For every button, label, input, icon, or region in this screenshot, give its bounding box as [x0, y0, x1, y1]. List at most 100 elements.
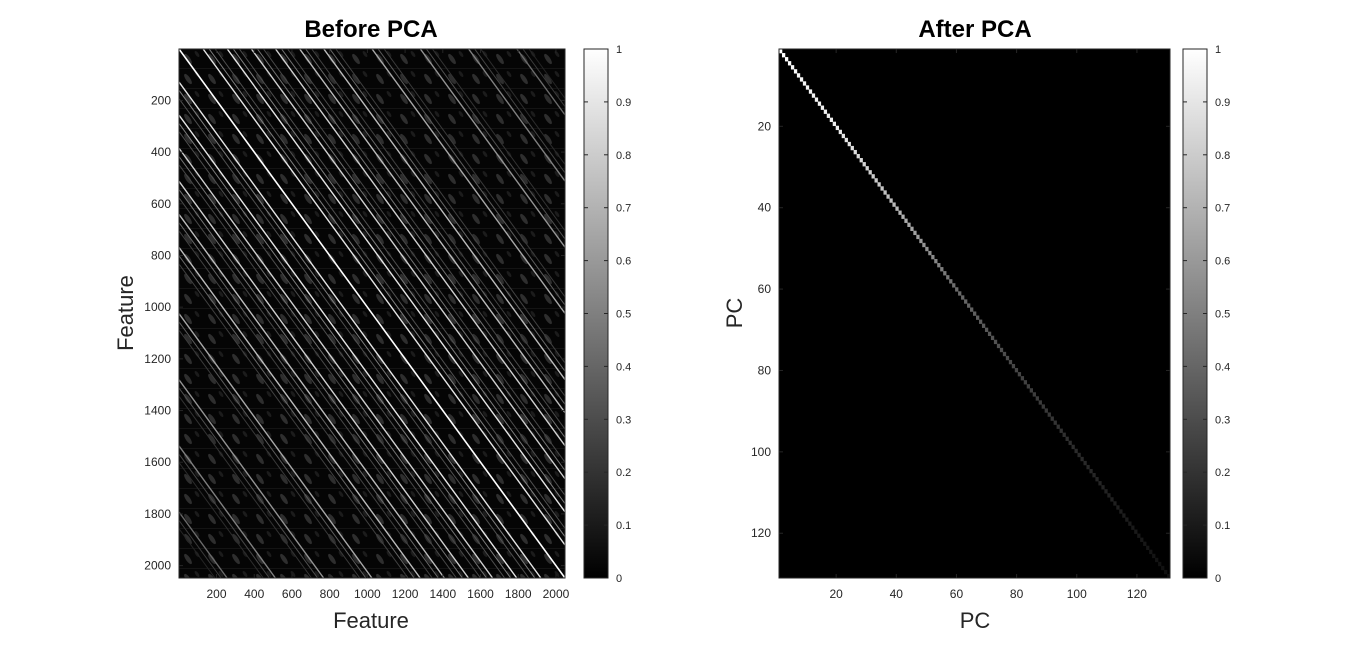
heatmap-cell: [967, 303, 971, 308]
heatmap-stripe: [522, 49, 565, 107]
heatmap-cell: [835, 125, 839, 131]
heatmap-cell: [793, 69, 798, 74]
chart-title: Before PCA: [304, 16, 437, 43]
heatmap-cell: [919, 238, 923, 244]
heatmap-stripe: [179, 396, 312, 578]
heatmap-cell: [1152, 553, 1156, 559]
heatmap-cell: [1038, 400, 1042, 405]
heatmap-cell: [970, 307, 974, 312]
heatmap-cell: [1095, 477, 1099, 482]
heatmap-cell: [781, 53, 786, 58]
y-tick-label: 200: [151, 93, 171, 107]
heatmap-cell: [1146, 545, 1150, 551]
heatmap-stripe: [179, 379, 325, 578]
x-tick-label: 40: [890, 587, 904, 601]
heatmap-cell: [1164, 569, 1168, 575]
heatmap-cell: [1143, 541, 1147, 546]
heatmap-cell: [975, 315, 980, 320]
heatmap-cell: [1074, 448, 1078, 454]
heatmap-stripe: [179, 180, 470, 578]
heatmap-cell: [1167, 573, 1171, 579]
colorbar-tick-label: 0.6: [1215, 256, 1230, 268]
heatmap-cell: [1080, 456, 1084, 462]
chart-title: After PCA: [918, 16, 1031, 43]
heatmap-cell: [1083, 460, 1087, 466]
heatmap-stripe: [179, 528, 216, 578]
heatmap-cell: [1047, 412, 1051, 417]
axes-box: [778, 48, 1171, 579]
heatmap-stripe: [179, 445, 276, 578]
heatmap-cell: [1113, 501, 1117, 506]
heatmap-cell: [853, 149, 857, 155]
heatmap-cell: [1077, 452, 1081, 458]
heatmap-stripe: [383, 49, 565, 298]
heatmap-cell: [1110, 497, 1114, 502]
colorbar-tick-label: 0.2: [1215, 467, 1230, 479]
y-tick-label: 2000: [144, 559, 171, 573]
heatmap-stripe: [305, 49, 565, 405]
heatmap-cell: [1089, 468, 1093, 474]
heatmap-cell: [784, 57, 789, 62]
x-tick-label: 2000: [543, 587, 570, 601]
heatmap-cell: [955, 287, 959, 292]
heatmap-cell: [796, 73, 801, 78]
heatmap-stripe: [480, 49, 565, 165]
heatmap-cell: [856, 153, 860, 159]
heatmap-cell: [880, 186, 884, 191]
heatmap-stripe: [179, 222, 439, 578]
heatmap-cell: [993, 339, 998, 345]
heatmap-stripe: [377, 49, 565, 306]
x-tick-label: 80: [1010, 587, 1024, 601]
heatmap-cell: [877, 182, 881, 187]
y-axis-ticks: 200 400 600 800 1000 1200 1400 1600 1800 2000: [144, 93, 565, 573]
heatmap-cell: [1125, 517, 1129, 522]
heatmap-cell: [886, 194, 890, 199]
heatmap-cell: [1068, 440, 1072, 446]
x-tick-label: 60: [950, 587, 964, 601]
colorbar-tick-label: 0.3: [616, 414, 631, 426]
heatmap-stripe: [179, 197, 457, 578]
heatmap-cell: [946, 275, 950, 280]
heatmap-cell: [1029, 388, 1034, 393]
heatmap-stripe: [528, 49, 565, 99]
y-tick-label: 1400: [144, 404, 171, 418]
heatmap-stripe: [179, 123, 512, 578]
heatmap-cell: [799, 77, 804, 82]
heatmap-cell: [996, 343, 1001, 349]
x-axis-ticks: 20 40 60 80 100 120: [829, 49, 1147, 601]
colorbar-tick-label: 0.4: [1215, 361, 1230, 373]
heatmap-cell: [1155, 557, 1159, 563]
y-tick-label: 1000: [144, 300, 171, 314]
x-tick-label: 1000: [354, 587, 381, 601]
heatmap-stripe: [179, 255, 415, 578]
heatmap-cell: [1005, 355, 1010, 361]
heatmap-cell: [973, 311, 977, 316]
heatmap-cell: [844, 137, 848, 143]
heatmap-stripe: [238, 49, 565, 496]
heatmap-stripes: [179, 49, 565, 578]
heatmap-stripe: [179, 511, 228, 578]
heatmap-cell: [805, 85, 810, 90]
heatmap-stripe: [323, 49, 565, 380]
y-axis-label: Feature: [113, 275, 138, 351]
heatmap-cell: [1056, 424, 1060, 429]
heatmap-cell: [1119, 509, 1123, 514]
x-tick-label: 100: [1067, 587, 1087, 601]
heatmap-cell: [1131, 525, 1135, 530]
x-axis-label: Feature: [333, 608, 409, 633]
heatmap-stripe: [432, 49, 565, 231]
heatmap-stripe: [371, 49, 565, 314]
heatmap-cell: [913, 230, 917, 236]
heatmap-stripe: [419, 49, 565, 248]
heatmap-cell: [811, 93, 816, 98]
heatmap-cell: [1101, 485, 1105, 490]
heatmap-cell: [916, 234, 920, 240]
heatmap-cell: [790, 65, 795, 70]
x-axis-label: PC: [960, 608, 991, 633]
heatmap-cell: [1017, 372, 1022, 377]
heatmap-cell: [1071, 444, 1075, 450]
colorbar-ticks: 0 0.1 0.2 0.3 0.4 0.5 0.6 0.7 0.8 0.9 1: [1183, 44, 1230, 585]
y-tick-label: 800: [151, 248, 171, 262]
x-tick-label: 1400: [429, 587, 456, 601]
colorbar-tick-label: 0.1: [1215, 520, 1230, 532]
